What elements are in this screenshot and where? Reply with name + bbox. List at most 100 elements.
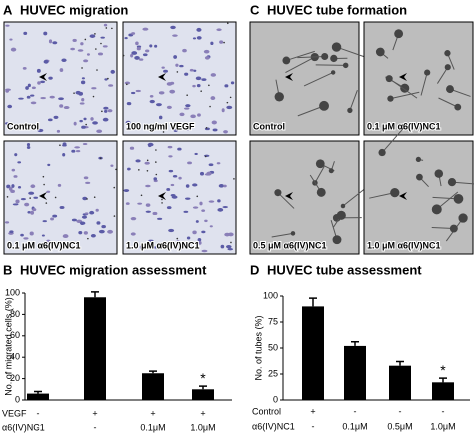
pore bbox=[113, 186, 116, 189]
cell bbox=[168, 155, 173, 158]
cell bbox=[137, 202, 143, 205]
cell bbox=[204, 127, 210, 131]
cell bbox=[6, 184, 11, 189]
cell bbox=[43, 59, 49, 64]
condition-label: 0.1μM bbox=[342, 421, 367, 431]
condition-label: + bbox=[310, 406, 315, 416]
cell bbox=[210, 96, 216, 101]
cell bbox=[125, 120, 131, 125]
cell bbox=[11, 168, 16, 172]
arrowhead bbox=[399, 192, 407, 200]
cell bbox=[161, 66, 165, 69]
cell bbox=[182, 48, 187, 53]
cell bbox=[126, 167, 131, 171]
cell bbox=[98, 229, 105, 234]
pore bbox=[115, 168, 117, 171]
cell bbox=[50, 242, 56, 247]
cluster bbox=[347, 107, 353, 114]
cell bbox=[149, 95, 154, 98]
condition-label: - bbox=[37, 422, 40, 432]
cell bbox=[20, 233, 24, 237]
pore bbox=[209, 105, 211, 108]
cell bbox=[70, 47, 75, 51]
y-tick-label: 100 bbox=[5, 287, 20, 297]
cell bbox=[103, 106, 109, 110]
cell bbox=[91, 87, 97, 90]
arrowhead bbox=[39, 73, 47, 81]
pore bbox=[196, 195, 199, 198]
cell bbox=[52, 214, 58, 218]
cell bbox=[217, 208, 224, 212]
cell bbox=[40, 80, 46, 84]
cell bbox=[153, 177, 158, 181]
cell bbox=[170, 183, 175, 187]
cell bbox=[89, 210, 95, 215]
cell bbox=[190, 114, 196, 119]
cell bbox=[219, 40, 224, 44]
pore bbox=[233, 178, 235, 180]
cell bbox=[50, 217, 54, 221]
condition-label: 0.1μM bbox=[140, 422, 165, 432]
pore bbox=[122, 54, 125, 57]
cell bbox=[131, 51, 138, 55]
cell bbox=[223, 184, 227, 188]
pore bbox=[6, 196, 9, 198]
cell bbox=[210, 41, 214, 46]
condition-label: + bbox=[200, 408, 205, 418]
micrograph bbox=[249, 21, 360, 136]
cell bbox=[203, 49, 210, 54]
cell bbox=[72, 38, 77, 43]
cell bbox=[101, 225, 106, 229]
cell bbox=[230, 81, 235, 85]
pore bbox=[146, 159, 149, 162]
cell bbox=[26, 145, 31, 149]
pore bbox=[140, 194, 143, 197]
tube bbox=[297, 55, 325, 59]
pore bbox=[101, 110, 103, 113]
cell bbox=[166, 105, 172, 110]
cell bbox=[24, 202, 30, 207]
cell bbox=[110, 69, 115, 74]
chart-title: HUVEC migration assessment bbox=[20, 262, 207, 277]
cell bbox=[4, 221, 10, 224]
cluster bbox=[282, 56, 291, 65]
pore bbox=[94, 33, 96, 35]
pore bbox=[176, 71, 179, 73]
cell bbox=[227, 248, 233, 251]
cell bbox=[30, 210, 35, 215]
cell bbox=[52, 41, 58, 45]
cluster bbox=[444, 50, 451, 57]
cell bbox=[5, 88, 11, 91]
cell bbox=[198, 241, 202, 245]
cell bbox=[168, 228, 175, 233]
micrograph bbox=[122, 21, 237, 136]
y-tick-label: 75 bbox=[268, 316, 278, 326]
pore bbox=[87, 237, 89, 240]
y-tick-label: 0 bbox=[15, 394, 20, 404]
cell bbox=[201, 209, 206, 212]
cell bbox=[80, 42, 84, 46]
cell bbox=[22, 67, 27, 70]
cluster bbox=[378, 148, 386, 157]
cell bbox=[124, 81, 131, 85]
y-axis-label: No. of tubes (%) bbox=[253, 315, 263, 380]
cluster bbox=[274, 189, 282, 197]
cell bbox=[211, 120, 217, 125]
cell bbox=[47, 118, 53, 122]
cluster bbox=[331, 42, 342, 52]
arrowhead bbox=[39, 192, 47, 200]
cell bbox=[90, 233, 96, 238]
cell bbox=[81, 77, 85, 80]
cluster bbox=[330, 54, 338, 63]
y-tick-label: 25 bbox=[268, 368, 278, 378]
cluster bbox=[336, 210, 346, 220]
cell bbox=[199, 171, 205, 176]
cell bbox=[208, 163, 214, 167]
tube bbox=[285, 56, 315, 73]
pore bbox=[93, 196, 96, 199]
cell bbox=[97, 52, 104, 56]
pore bbox=[227, 22, 229, 25]
cell bbox=[49, 95, 55, 99]
tube bbox=[277, 192, 295, 209]
